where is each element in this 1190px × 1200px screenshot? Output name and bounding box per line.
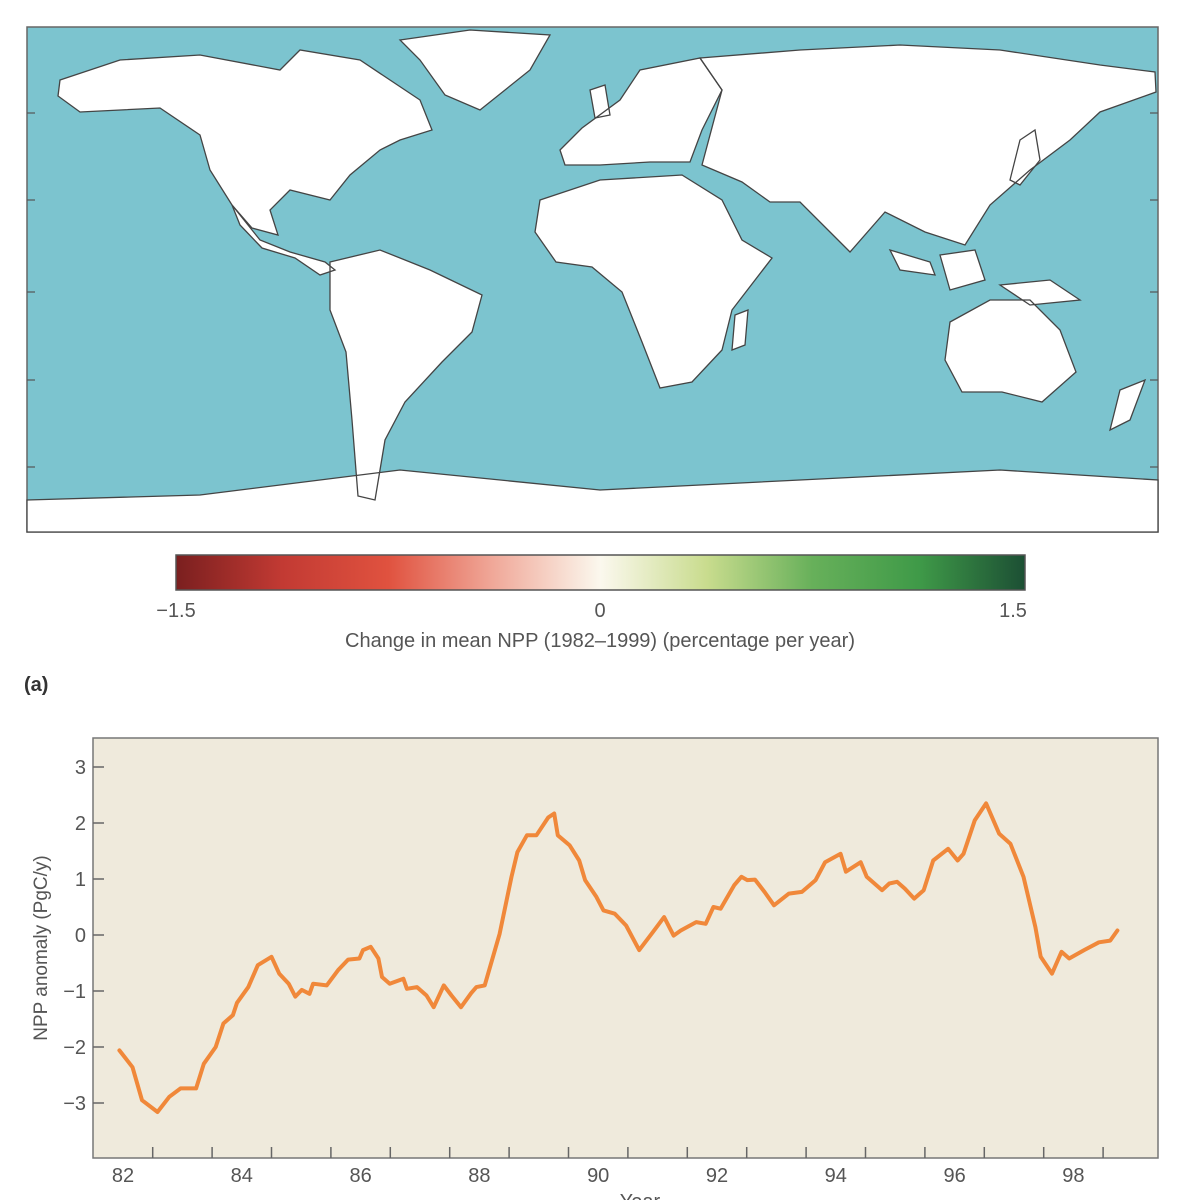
- x-tick-label: 86: [349, 1165, 371, 1187]
- landmass-madagascar: [732, 310, 748, 350]
- world-npp-change-map: [26, 26, 1159, 533]
- landmass-greenland: [400, 30, 550, 110]
- y-tick-label: 2: [75, 813, 86, 835]
- colorbar-min-label: −1.5: [156, 600, 196, 622]
- landmass-asia: [700, 45, 1156, 252]
- y-axis-label: NPP anomaly (PgC/y): [31, 855, 52, 1041]
- landmass-indonesia: [890, 250, 935, 275]
- coastline-north-america: [57, 49, 433, 236]
- y-tick-label: 0: [75, 925, 86, 947]
- y-tick-label: 3: [75, 757, 86, 779]
- y-tick-label: 1: [75, 869, 86, 891]
- colorbar-title: Change in mean NPP (1982–1999) (percenta…: [345, 630, 855, 652]
- x-axis-label: Year: [620, 1191, 661, 1200]
- landmass-new-guinea: [1000, 280, 1080, 305]
- x-tick-label: 90: [587, 1165, 609, 1187]
- landmass-new-zealand: [1110, 380, 1145, 430]
- coastline-asia: [698, 44, 1157, 253]
- x-tick-label: 94: [825, 1165, 847, 1187]
- coastline-new-zealand: [1109, 378, 1147, 432]
- landmass-japan: [1010, 130, 1040, 185]
- landmass-borneo: [940, 250, 985, 290]
- npp-anomaly-line: [117, 801, 1120, 1114]
- coastline-europe: [559, 57, 723, 166]
- x-tick-label: 98: [1062, 1165, 1084, 1187]
- x-axis: 82 84 86 88 90 92 94 96 98: [112, 1147, 1104, 1187]
- coastline-south-america: [329, 249, 483, 501]
- landmass-europe: [560, 58, 722, 165]
- landmass-antarctica: [27, 470, 1158, 532]
- colorbar-mid-label: 0: [594, 600, 606, 622]
- landmass-south-america: [330, 250, 482, 500]
- landmass-africa: [535, 175, 772, 388]
- latitude-ticks: [27, 112, 1158, 468]
- coastline-africa: [534, 174, 773, 389]
- landmass-australia: [945, 300, 1076, 402]
- coastline-uk: [589, 84, 611, 119]
- coastline-greenland: [398, 29, 552, 111]
- x-tick-label: 96: [943, 1165, 965, 1187]
- panel-label: (a): [24, 674, 49, 696]
- coastline-antarctica: [26, 469, 1159, 533]
- coastline-australia: [944, 299, 1077, 403]
- x-tick-label: 84: [231, 1165, 253, 1187]
- coastline-japan: [1009, 128, 1041, 186]
- landmass-uk: [590, 85, 610, 118]
- y-tick-label: −3: [63, 1093, 86, 1115]
- colorbar-gradient: [175, 554, 1026, 591]
- y-axis: 3 2 1 0 −1 −2 −3: [63, 757, 104, 1115]
- coastlines: [26, 29, 1159, 533]
- coastline-borneo: [939, 249, 986, 291]
- coastline-central-america: [231, 204, 337, 276]
- npp-anomaly-chart: 3 2 1 0 −1 −2 −3 82 84 86 88 90 92 94 96 98 NPP anomal…: [31, 737, 1159, 1200]
- y-tick-label: −2: [63, 1037, 86, 1059]
- x-tick-label: 88: [468, 1165, 490, 1187]
- coastline-madagascar: [731, 309, 749, 351]
- plot-area: [92, 737, 1159, 1159]
- colorbar: [175, 554, 1026, 591]
- coastline-new-guinea: [998, 279, 1082, 306]
- coastline-indonesia: [888, 248, 937, 276]
- x-tick-label: 82: [112, 1165, 134, 1187]
- x-tick-label: 92: [706, 1165, 728, 1187]
- y-tick-label: −1: [63, 981, 86, 1003]
- colorbar-max-label: 1.5: [999, 600, 1027, 622]
